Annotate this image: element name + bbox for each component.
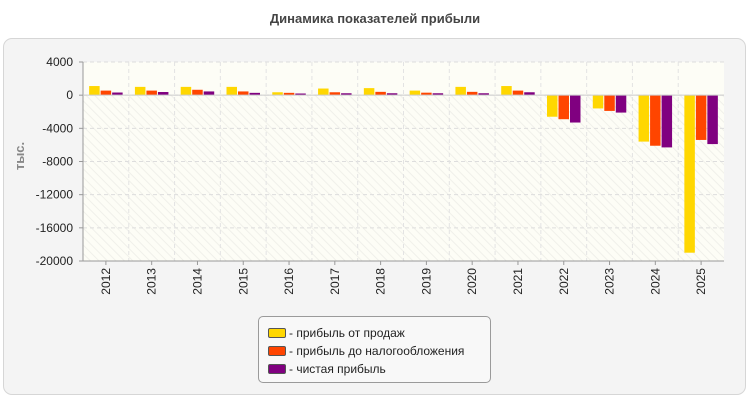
bar-2017-series-1 (318, 88, 329, 96)
y-tick-label: -16000 (36, 221, 74, 235)
y-tick-label: -8000 (42, 155, 73, 169)
bar-2025-series-2 (695, 95, 707, 140)
bar-2022-series-3 (570, 95, 581, 123)
bar-2013-series-2 (146, 90, 157, 96)
x-tick-label: 2015 (236, 268, 250, 295)
x-tick-label: 2017 (328, 268, 342, 295)
bar-2020-series-3 (478, 93, 489, 96)
bar-2024-series-1 (638, 95, 650, 142)
bar-2018-series-1 (363, 88, 375, 96)
x-tick-label: 2021 (511, 268, 525, 295)
bar-2024-series-2 (650, 95, 661, 146)
bar-2017-series-2 (329, 92, 341, 96)
bar-2016-series-1 (272, 92, 283, 96)
bar-2025-series-3 (707, 95, 718, 145)
bar-2023-series-3 (615, 95, 627, 113)
x-tick-label: 2022 (557, 268, 571, 295)
bar-2017-series-3 (341, 93, 352, 96)
x-tick-label: 2025 (694, 268, 708, 295)
y-tick-label: 4000 (46, 55, 73, 69)
bar-2016-series-2 (283, 92, 295, 96)
bar-2021-series-1 (501, 86, 512, 96)
bar-2012-series-1 (89, 86, 100, 96)
legend-label-sales-profit: - прибыль от продаж (289, 326, 405, 340)
bar-2023-series-1 (592, 95, 604, 109)
legend-label-pretax-profit: - прибыль до налогообложения (289, 344, 465, 358)
bar-2013-series-3 (157, 92, 169, 96)
legend-label-net-profit: - чистая прибыль (289, 362, 386, 376)
bar-2014-series-1 (180, 86, 192, 96)
bar-2019-series-2 (421, 92, 432, 96)
y-tick-label: -20000 (36, 254, 74, 268)
bar-2018-series-3 (386, 93, 398, 96)
legend-item-sales-profit: - прибыль от продаж (268, 324, 490, 342)
bar-2016-series-3 (295, 93, 306, 96)
x-tick-label: 2012 (99, 268, 113, 295)
bar-2012-series-3 (112, 92, 123, 96)
bar-2015-series-2 (238, 91, 249, 96)
x-tick-label: 2013 (145, 268, 159, 295)
bar-2012-series-2 (100, 90, 112, 96)
bar-2025-series-1 (684, 95, 695, 253)
bar-2022-series-2 (558, 95, 569, 120)
x-tick-label: 2023 (603, 268, 617, 295)
legend-swatch-sales-profit (268, 328, 286, 338)
bar-2019-series-3 (432, 93, 444, 96)
bar-2020-series-2 (466, 91, 478, 96)
y-tick-label: -4000 (42, 121, 73, 135)
bar-2019-series-1 (409, 90, 421, 96)
bar-2020-series-1 (455, 86, 466, 96)
y-axis-label: тыс. (12, 142, 27, 170)
legend-swatch-net-profit (268, 364, 286, 374)
bar-2015-series-3 (249, 92, 260, 96)
legend-item-pretax-profit: - прибыль до налогообложения (268, 342, 490, 360)
legend-swatch-pretax-profit (268, 346, 286, 356)
x-tick-label: 2014 (190, 268, 204, 295)
bar-2014-series-2 (192, 89, 203, 96)
x-tick-label: 2020 (465, 268, 479, 295)
bar-2014-series-3 (203, 91, 215, 96)
y-tick-label: 0 (66, 88, 73, 102)
bar-2015-series-1 (226, 86, 237, 96)
bar-2023-series-2 (604, 95, 615, 111)
bar-2021-series-3 (524, 92, 535, 96)
bar-2024-series-3 (661, 95, 673, 148)
bar-2013-series-1 (134, 86, 146, 96)
bar-2022-series-1 (547, 95, 558, 117)
x-tick-label: 2024 (648, 268, 662, 295)
bar-2021-series-2 (512, 90, 524, 96)
bar-2018-series-2 (375, 91, 386, 96)
x-tick-label: 2018 (374, 268, 388, 295)
chart-title: Динамика показателей прибыли (269, 11, 481, 26)
x-tick-label: 2016 (282, 268, 296, 295)
legend-item-net-profit: - чистая прибыль (268, 360, 490, 378)
x-tick-label: 2019 (419, 268, 433, 295)
legend: - прибыль от продаж - прибыль до налогоо… (258, 316, 491, 383)
y-tick-label: -12000 (36, 188, 74, 202)
